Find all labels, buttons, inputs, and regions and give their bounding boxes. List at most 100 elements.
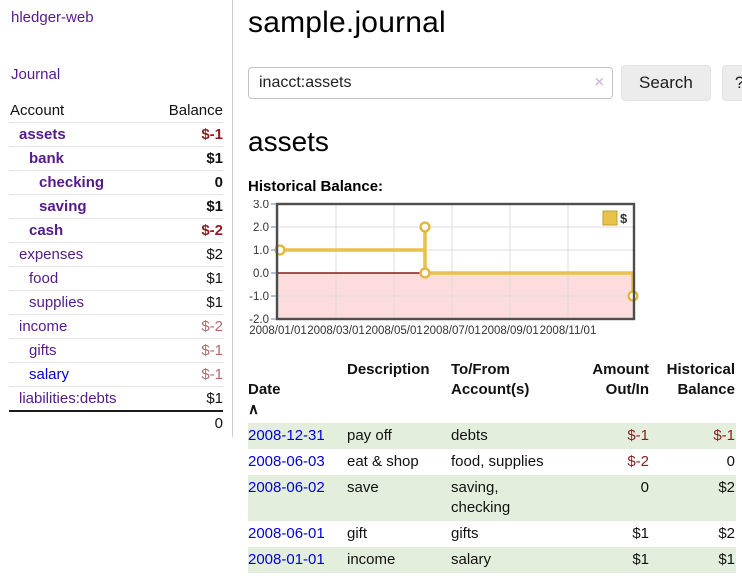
sidebar-account-liabilities-debts[interactable]: liabilities:debts [19,390,117,407]
transaction-accounts: food, supplies [451,453,544,470]
account-balance: $1 [150,266,223,291]
transaction-date-link[interactable]: 2008-06-02 [248,479,325,496]
column-header-historical: Historical Balance [666,361,735,398]
svg-text:2.0: 2.0 [253,222,269,234]
account-heading: assets [248,126,329,157]
chart-svg: 3.0 2.0 1.0 0.0 -1.0 -2.0 2008/01/01 200… [249,200,639,337]
svg-text:0.0: 0.0 [253,268,269,280]
transaction-accounts: saving, checking [451,479,511,516]
transaction-date-link[interactable]: 2008-01-01 [248,551,325,568]
sidebar: hledger-web Journal Account Balance asse… [0,0,233,437]
register-row: 2008-06-01 gift gifts $1 $2 [248,521,736,547]
column-header-date[interactable]: Date ∧ [248,381,281,418]
column-header-accounts: To/From Account(s) [451,361,530,398]
legend-label: $ [620,211,628,226]
sidebar-account-checking[interactable]: checking [39,174,105,191]
register-row: 2008-01-01 income salary $1 $1 [248,547,736,573]
table-row: cash $-2 [9,218,223,243]
table-row: liabilities:debts $1 [9,386,223,411]
data-point-marker[interactable] [419,221,431,233]
column-header-balance: Balance [168,102,223,119]
sidebar-account-cash[interactable]: cash [29,222,64,239]
account-balance: $-1 [150,338,223,363]
register-row: 2008-06-03 eat & shop food, supplies $-2… [248,449,736,475]
svg-text:2008/09/01: 2008/09/01 [481,325,539,337]
help-button[interactable]: ? [721,65,742,101]
account-balance: $1 [150,146,223,171]
column-header-amount: Amount Out/In [592,361,649,398]
table-row: expenses $2 [9,242,223,267]
transaction-amount: 0 [640,479,649,496]
svg-text:-2.0: -2.0 [249,314,269,326]
account-balance: $-1 [150,122,223,147]
table-row: salary $-1 [9,362,223,387]
sidebar-account-gifts[interactable]: gifts [29,342,57,359]
sidebar-account-bank[interactable]: bank [29,150,65,167]
transaction-balance: $2 [718,525,735,542]
search-form: × Search ? [248,65,742,101]
transaction-amount: $-2 [627,453,649,470]
transaction-accounts: salary [451,551,492,568]
app-brand-link[interactable]: hledger-web [11,9,94,26]
sidebar-account-assets[interactable]: assets [19,126,66,143]
account-balance: $-1 [150,362,223,387]
transaction-description: income [347,551,396,568]
transaction-accounts: debts [451,427,488,444]
table-row: income $-2 [9,314,223,339]
chart-title: Historical Balance: [248,178,384,195]
svg-text:2008/03/01: 2008/03/01 [307,325,365,337]
table-row: supplies $1 [9,290,223,315]
search-input[interactable] [248,67,613,99]
transaction-description: gift [347,525,368,542]
table-row: food $1 [9,266,223,291]
transaction-date-link[interactable]: 2008-06-01 [248,525,325,542]
sidebar-item-journal[interactable]: Journal [11,66,61,83]
accounts-table-header: Account Balance [9,100,223,123]
table-row: assets $-1 [9,122,223,147]
svg-text:2008/05/01: 2008/05/01 [365,325,423,337]
y-axis-ticks [271,203,276,320]
register-row: 2008-12-31 pay off debts $-1 $-1 [248,423,736,449]
account-balance: $1 [150,194,223,219]
transaction-balance: $1 [718,551,735,568]
register-row: 2008-06-02 save saving, checking 0 $2 [248,475,736,521]
sidebar-account-expenses[interactable]: expenses [19,246,84,263]
svg-text:1.0: 1.0 [253,245,269,257]
transaction-amount: $-1 [627,427,649,444]
x-axis-labels: 2008/01/01 2008/03/01 2008/05/01 2008/07… [249,325,596,337]
transaction-description: eat & shop [347,453,419,470]
accounts-total-row: 0 [9,410,223,435]
transaction-accounts: gifts [451,525,479,542]
account-balance: $-2 [150,314,223,339]
svg-text:2008/07/01: 2008/07/01 [423,325,481,337]
account-balance: 0 [150,170,223,195]
main-content: sample.journal × Search ? assets Histori… [233,0,742,573]
accounts-balance-table: Account Balance assets $-1 bank $1 check… [9,100,223,435]
legend-swatch [602,210,618,226]
svg-text:-1.0: -1.0 [249,291,269,303]
transaction-date-link[interactable]: 2008-12-31 [248,427,325,444]
historical-balance-chart: 3.0 2.0 1.0 0.0 -1.0 -2.0 2008/01/01 200… [243,200,742,346]
sidebar-account-saving[interactable]: saving [39,198,87,215]
data-point-marker[interactable] [419,267,431,279]
account-balance: $-2 [150,218,223,243]
transaction-amount: $1 [632,525,649,542]
clear-search-icon[interactable]: × [594,74,604,91]
transaction-date-link[interactable]: 2008-06-03 [248,453,325,470]
transaction-balance: $2 [718,479,735,496]
sort-ascending-icon: ∧ [248,401,259,418]
y-axis-labels: 3.0 2.0 1.0 0.0 -1.0 -2.0 [249,200,269,326]
sidebar-account-food[interactable]: food [29,270,59,287]
sidebar-account-supplies[interactable]: supplies [29,294,85,311]
table-row: gifts $-1 [9,338,223,363]
register-header-row: Date ∧ Description To/From Account(s) Am… [248,358,736,423]
search-button[interactable]: Search [621,65,711,101]
table-row: checking 0 [9,170,223,195]
sidebar-account-income[interactable]: income [19,318,68,335]
account-balance: $1 [150,290,223,315]
transaction-description: save [347,479,379,496]
sidebar-account-salary[interactable]: salary [29,366,70,383]
svg-text:2008/01/01: 2008/01/01 [249,325,307,337]
transaction-balance: 0 [726,453,735,470]
account-balance: $1 [150,386,223,411]
